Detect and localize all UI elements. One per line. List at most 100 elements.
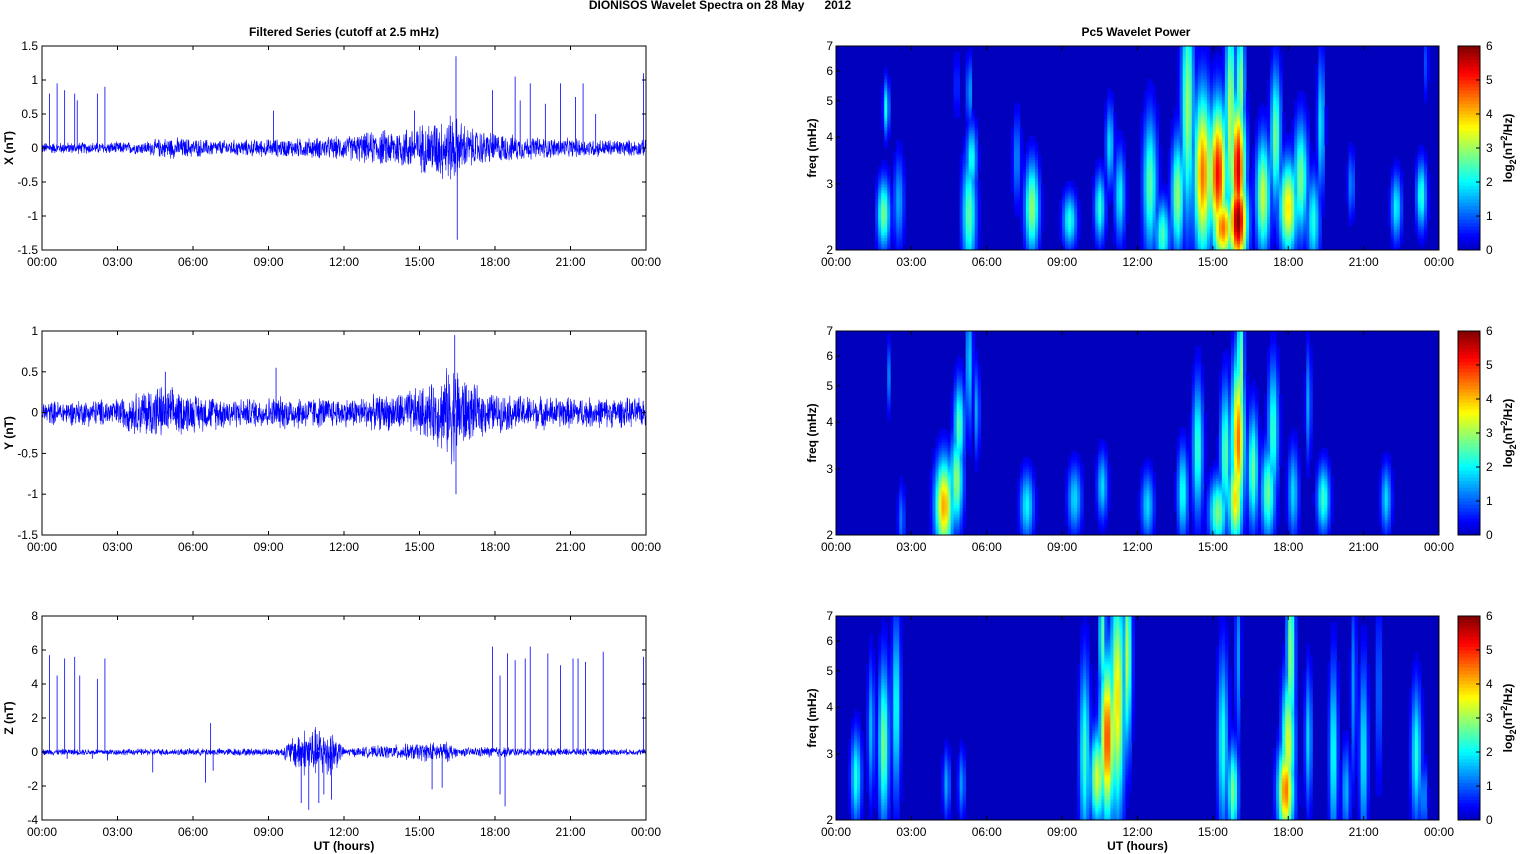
- spectrum-cell: [1227, 199, 1232, 203]
- spectrum-cell: [1182, 100, 1187, 104]
- spectrum-cell: [1240, 214, 1244, 218]
- spectrum-cell: [1164, 223, 1169, 227]
- spectrum-cell: [887, 94, 891, 98]
- spectrum-cell: [1243, 46, 1247, 50]
- y-tick-label: 0: [31, 745, 38, 759]
- spectrum-cell: [1252, 151, 1256, 155]
- spectrum-cell: [1236, 94, 1241, 98]
- spectrum-cell: [1230, 223, 1235, 227]
- spectrum-cell: [1300, 217, 1304, 221]
- spectrum-cell: [1261, 142, 1265, 146]
- spectrum-cell: [1041, 205, 1045, 209]
- spectrum-cell: [965, 82, 970, 86]
- spectrum-cell: [1200, 154, 1205, 158]
- spectrum-cell: [1297, 229, 1301, 233]
- spectrum-cell: [1279, 145, 1283, 149]
- spectrum-cell: [1215, 196, 1220, 200]
- spectrum-cell: [1140, 157, 1144, 161]
- spectrum-cell: [1270, 178, 1274, 182]
- spectrum-cell: [1230, 241, 1235, 245]
- spectrum-cell: [1306, 124, 1310, 128]
- spectrum-cell: [1218, 130, 1223, 134]
- spectrum-cell: [1071, 211, 1075, 215]
- spectrum-cell: [1146, 118, 1150, 122]
- spectrum-cell: [968, 154, 973, 158]
- spectrum-cell: [1101, 226, 1105, 230]
- spectrum-cell: [1285, 163, 1289, 167]
- spectrum-cell: [1206, 94, 1211, 98]
- spectrum-cell: [1155, 142, 1160, 146]
- spectrum-cell: [896, 190, 900, 194]
- spectrum-cell: [1252, 157, 1256, 161]
- spectrum-cell: [1212, 145, 1217, 149]
- spectrum-cell: [1173, 211, 1178, 215]
- spectrum-cell: [1243, 232, 1247, 236]
- spectrum-cell: [1273, 118, 1277, 122]
- spectrum-cell: [1243, 169, 1247, 173]
- spectrum-cell: [1143, 181, 1147, 185]
- spectrum-cell: [1098, 247, 1102, 251]
- spectrum-cell: [1010, 157, 1015, 161]
- spectrum-cell: [1218, 118, 1223, 122]
- spectrum-cell: [1236, 82, 1241, 86]
- spectrum-cell: [968, 70, 973, 74]
- spectrum-cell: [1041, 220, 1045, 224]
- spectrum-cell: [1013, 187, 1018, 191]
- spectrum-cell: [1300, 154, 1304, 158]
- spectrum-cell: [962, 220, 967, 224]
- spectrum-cell: [1119, 139, 1123, 143]
- spectrum-cell: [1249, 214, 1253, 218]
- spectrum-cell: [1092, 223, 1096, 227]
- spectrum-cell: [1200, 226, 1205, 230]
- spectrum-cell: [1212, 64, 1217, 68]
- spectrum-cell: [1161, 238, 1166, 242]
- spectrum-cell: [1243, 142, 1247, 146]
- spectrum-cell: [1022, 181, 1027, 185]
- spectrum-cell: [1233, 229, 1238, 233]
- spectrum-cell: [1013, 148, 1018, 152]
- spectrum-cell: [1197, 124, 1202, 128]
- spectrum-cell: [1188, 142, 1193, 146]
- spectrum-cell: [881, 97, 885, 101]
- spectrum-cell: [1152, 220, 1156, 224]
- spectrum-cell: [1230, 70, 1235, 74]
- spectrum-cell: [1188, 82, 1193, 86]
- spectrum-cell: [1176, 247, 1181, 251]
- spectrum-cell: [896, 235, 900, 239]
- spectrum-cell: [896, 214, 900, 218]
- spectrum-cell: [1215, 232, 1220, 236]
- spectrum-cell: [1270, 73, 1274, 77]
- spectrum-cell: [974, 145, 979, 149]
- spectrum-cell: [1209, 145, 1214, 149]
- spectrum-cell: [1236, 52, 1241, 56]
- spectrum-cell: [1261, 229, 1265, 233]
- spectrum-cell: [1215, 217, 1220, 221]
- spectrum-cell: [1227, 145, 1232, 149]
- spectrum-cell: [1230, 118, 1235, 122]
- spectrum-cell: [1276, 46, 1280, 50]
- spectrum-cell: [1282, 127, 1286, 131]
- spectrum-cell: [1224, 133, 1229, 137]
- spectrum-cell: [881, 229, 885, 233]
- spectrum-cell: [1149, 181, 1153, 185]
- spectrum-cell: [1212, 214, 1217, 218]
- spectrum-cell: [893, 184, 897, 188]
- spectrum-cell: [1206, 49, 1211, 53]
- spectrum-cell: [1074, 217, 1078, 221]
- spectrum-cell: [1249, 205, 1253, 209]
- spectrum-cell: [875, 217, 879, 221]
- spectrum-cell: [1116, 214, 1120, 218]
- spectrum-cell: [1149, 190, 1153, 194]
- spectrum-cell: [1297, 199, 1301, 203]
- spectrum-cell: [1264, 169, 1268, 173]
- spectrum-cell: [1215, 55, 1220, 59]
- spectrum-cell: [1191, 97, 1196, 101]
- spectrum-cell: [1236, 169, 1241, 173]
- spectrum-cell: [974, 160, 979, 164]
- spectrum-cell: [1025, 214, 1030, 218]
- spectrum-cell: [1116, 193, 1120, 197]
- spectrum-cell: [1119, 247, 1123, 251]
- spectrum-cell: [1092, 211, 1096, 215]
- spectrum-cell: [1261, 184, 1265, 188]
- spectrum-cell: [1288, 175, 1292, 179]
